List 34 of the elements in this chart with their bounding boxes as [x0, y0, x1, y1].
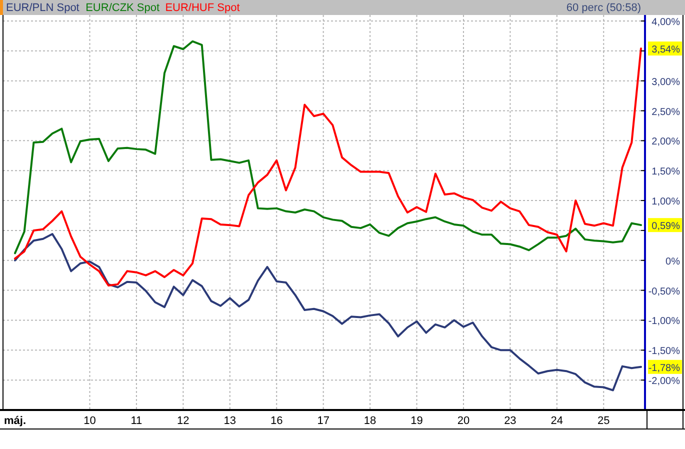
y-tick-label: -2,00% [648, 376, 680, 388]
text: EUR/PLN Spot [6, 2, 80, 14]
x-tick-label: 24 [550, 415, 564, 427]
x-tick-label: 18 [364, 415, 376, 427]
x-tick-label: máj. [4, 415, 26, 427]
x-tick-label: 10 [84, 415, 96, 427]
y-tick-label: 0% [666, 256, 680, 268]
line-series [14, 40, 642, 254]
y-tick-label: 2,00% [652, 136, 680, 148]
y-tick-label: 4,00% [652, 16, 680, 28]
x-tick-label: 23 [504, 415, 516, 427]
text: -1,78% [648, 362, 680, 374]
text: EUR/CZK Spot [86, 2, 160, 14]
x-tick-label: 25 [598, 415, 610, 427]
chart-subtitle: 60 perc (50:58) [566, 2, 641, 14]
y-tick-label: 1,00% [652, 196, 680, 208]
y-tick-label: -0,50% [648, 286, 680, 298]
line-series [14, 48, 642, 287]
x-tick-label: 20 [457, 415, 470, 427]
text: 0,59% [652, 221, 680, 232]
x-tick-label: 11 [130, 415, 142, 427]
y-tick-label: -1,50% [648, 346, 680, 358]
x-tick-label: 16 [270, 415, 283, 427]
text: 3,54% [652, 44, 680, 56]
x-tick-label: 17 [317, 415, 330, 427]
y-tick-label: 1,50% [652, 166, 680, 178]
x-tick-label: 19 [410, 415, 423, 427]
x-tick-label: 13 [224, 415, 236, 427]
y-tick-label: -1,00% [648, 316, 680, 328]
y-tick-label: 2,50% [652, 106, 680, 118]
line-series [14, 233, 642, 392]
x-tick-label: 12 [177, 415, 190, 427]
y-tick-label: 3,00% [652, 76, 680, 88]
text: EUR/HUF Spot [165, 2, 240, 14]
